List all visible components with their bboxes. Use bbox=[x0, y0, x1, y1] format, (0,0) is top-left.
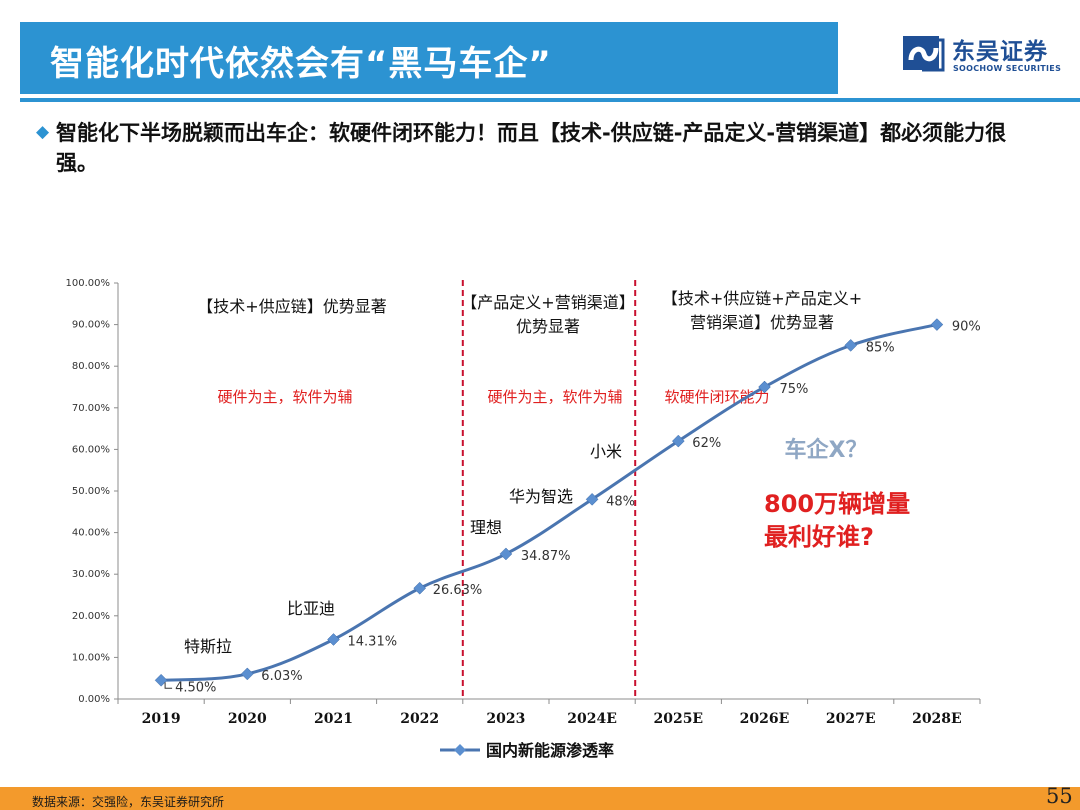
x-tick-label: 2026E bbox=[740, 711, 790, 727]
data-label: 62% bbox=[692, 436, 721, 451]
y-tick-label: 10.00% bbox=[72, 652, 110, 663]
data-label: 6.03% bbox=[261, 669, 302, 684]
phase-note-text: 软硬件闭环能力 bbox=[664, 388, 769, 406]
company-annotation: 华为智选 bbox=[509, 487, 573, 506]
x-tick-label: 2028E bbox=[912, 711, 962, 727]
phase-header-text: 【技术+供应链+产品定义+ bbox=[662, 289, 862, 308]
data-label: 34.87% bbox=[521, 549, 571, 564]
data-label: 85% bbox=[866, 340, 895, 355]
data-label: 26.63% bbox=[433, 583, 483, 598]
penetration-chart: 0.00% 10.00% 20.00% 30.00% 40.00% 50.00% 60.00… bbox=[66, 278, 981, 760]
company-annotation: 特斯拉 bbox=[184, 637, 232, 656]
data-label: 90% bbox=[952, 320, 981, 335]
data-label: 75% bbox=[780, 382, 809, 397]
y-tick-label: 70.00% bbox=[72, 403, 110, 414]
phase-note-text: 硬件为主，软件为辅 bbox=[487, 388, 622, 406]
data-point-marker bbox=[844, 339, 858, 352]
x-tick-label: 2023 bbox=[486, 711, 525, 727]
title-bar: 智能化时代依然会有“黑马车企” bbox=[20, 22, 838, 94]
y-tick-label: 0.00% bbox=[78, 694, 110, 705]
y-tick-label: 50.00% bbox=[72, 486, 110, 497]
data-point-marker bbox=[758, 380, 771, 394]
x-tick-label: 2027E bbox=[826, 711, 876, 727]
y-tick-label: 100.00% bbox=[66, 278, 111, 289]
data-point-marker bbox=[240, 667, 254, 681]
data-point-marker bbox=[327, 633, 340, 646]
logo-name-en: SOOCHOW SECURITIES bbox=[953, 64, 1062, 73]
y-tick-label: 60.00% bbox=[72, 444, 110, 455]
x-tick-label: 2024E bbox=[567, 711, 617, 727]
data-point-marker bbox=[930, 318, 944, 331]
y-tick-label: 90.00% bbox=[72, 320, 110, 331]
x-tick-label: 2025E bbox=[653, 711, 703, 727]
page-number: 55 bbox=[1046, 784, 1073, 808]
x-tick-label: 2021 bbox=[314, 711, 353, 727]
data-label: 48% bbox=[606, 494, 635, 509]
x-tick-label: 2022 bbox=[400, 711, 439, 727]
x-tick-label: 2020 bbox=[228, 711, 267, 727]
data-label: 14.31% bbox=[348, 634, 398, 649]
company-annotation: 理想 bbox=[470, 518, 502, 537]
soochow-logo: 东吴证券 SOOCHOW SECURITIES bbox=[902, 32, 1062, 77]
legend-swatch-marker bbox=[454, 744, 466, 756]
data-point-marker bbox=[413, 581, 427, 595]
data-point-marker bbox=[154, 673, 168, 687]
series-line bbox=[160, 323, 938, 682]
data-label: 4.50% bbox=[175, 680, 216, 695]
callout-highlight-text: 800万辆增量 bbox=[764, 490, 910, 518]
legend-label: 国内新能源渗透率 bbox=[486, 741, 614, 760]
data-point-marker bbox=[585, 492, 599, 506]
phase-note-text: 硬件为主，软件为辅 bbox=[217, 388, 352, 406]
data-point-marker bbox=[499, 547, 513, 561]
phase-header-text: 优势显著 bbox=[516, 317, 580, 336]
callout-question: 车企X？ bbox=[785, 437, 868, 463]
data-point-marker bbox=[671, 434, 685, 448]
data-label-leader bbox=[164, 682, 173, 689]
headline-text: 智能化下半场脱颖而出车企：软硬件闭环能力！而且【技术-供应链-产品定义-营销渠道… bbox=[56, 121, 1007, 175]
logo-name-cn: 东吴证券 bbox=[952, 39, 1048, 65]
x-tick-label: 2019 bbox=[142, 711, 181, 727]
phase-header-text: 营销渠道】优势显著 bbox=[690, 313, 834, 332]
company-annotation: 小米 bbox=[590, 442, 622, 461]
page-title: 智能化时代依然会有“黑马车企” bbox=[50, 44, 552, 84]
y-tick-label: 30.00% bbox=[72, 569, 110, 580]
diamond-bullet-icon: ◆ bbox=[36, 122, 50, 142]
y-tick-label: 40.00% bbox=[72, 528, 110, 539]
phase-header-text: 【产品定义+营销渠道】 bbox=[461, 293, 634, 312]
soochow-logo-icon bbox=[903, 36, 945, 72]
title-divider bbox=[20, 98, 1080, 102]
footer-bar bbox=[0, 787, 1080, 810]
data-source: 数据来源：交强险，东吴证券研究所 bbox=[32, 795, 225, 809]
y-tick-label: 80.00% bbox=[72, 361, 110, 372]
y-tick-label: 20.00% bbox=[72, 611, 110, 622]
company-annotation: 比亚迪 bbox=[287, 599, 335, 618]
phase-header-text: 【技术+供应链】优势显著 bbox=[197, 297, 386, 316]
callout-highlight-text: 最利好谁? bbox=[764, 523, 874, 551]
